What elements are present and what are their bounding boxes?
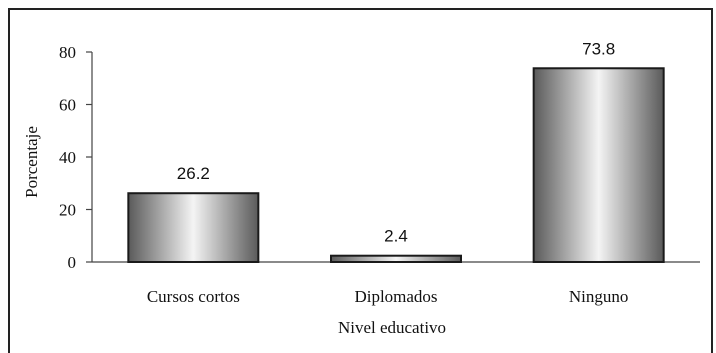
category-label-2: Ninguno [569,287,629,306]
bar-chart: 0 20 40 60 80 26.2 2.4 73.8 Cursos cortos Diplo… [22,39,700,337]
chart-frame [8,8,713,353]
data-labels: 26.2 2.4 73.8 [177,39,615,245]
category-label-0: Cursos cortos [147,287,240,306]
y-tick-label: 60 [59,96,76,115]
bars [127,67,665,264]
y-tick-label: 40 [59,148,76,167]
bar-2 [532,67,665,264]
category-label-1: Diplomados [354,287,437,306]
bar-0 [127,192,260,264]
y-axis-title: Porcentaje [22,126,41,198]
y-tick-label: 20 [59,201,76,220]
y-tick-label: 80 [59,43,76,62]
x-axis-title: Nivel educativo [338,318,446,337]
data-label-1: 2.4 [384,227,408,246]
data-label-0: 26.2 [177,164,210,183]
data-label-2: 73.8 [582,39,615,58]
x-axis-categories: Cursos cortos Diplomados Ninguno [147,287,629,306]
bar-1 [330,254,462,263]
y-tick-label: 0 [68,253,77,272]
